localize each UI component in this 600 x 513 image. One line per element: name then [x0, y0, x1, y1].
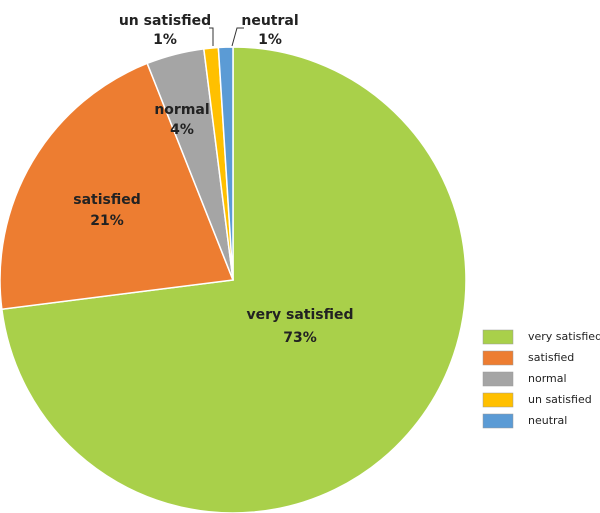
pie-slice — [0, 46, 467, 513]
data-label-name: very satisfied — [246, 307, 353, 323]
legend-label: satisfied — [528, 351, 574, 364]
legend-swatch — [482, 329, 514, 345]
legend-swatch — [482, 371, 514, 387]
pie-slice — [0, 62, 235, 311]
data-label-name: un satisfied — [119, 13, 211, 29]
data-label-value: 21% — [90, 213, 124, 229]
legend-label: un satisfied — [528, 393, 592, 406]
data-label-value: 73% — [283, 330, 317, 346]
leader-line — [231, 27, 244, 47]
pie-slice — [217, 46, 234, 281]
leader-line — [209, 27, 214, 46]
legend-swatch — [482, 350, 514, 366]
legend-label: neutral — [528, 414, 567, 427]
data-label-value: 1% — [258, 32, 282, 48]
data-label-name: satisfied — [73, 192, 141, 208]
data-label-value: 4% — [170, 122, 194, 138]
legend-label: very satisfied — [528, 330, 600, 343]
data-label-value: 1% — [153, 32, 177, 48]
legend-swatch — [482, 413, 514, 429]
legend-swatch — [482, 392, 514, 408]
data-label-name: normal — [154, 102, 209, 118]
data-label-name: neutral — [241, 13, 298, 29]
legend-label: normal — [528, 372, 567, 385]
